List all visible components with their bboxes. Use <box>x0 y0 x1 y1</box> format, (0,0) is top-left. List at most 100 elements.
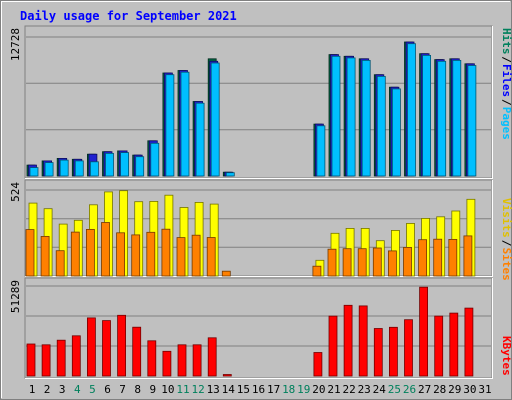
x-tick-label-day-24: 24 <box>373 383 387 396</box>
x-tick-label-day-9: 9 <box>149 383 156 396</box>
visits-sites-panel: 524 Visits /Sites <box>9 179 512 281</box>
x-tick-label-day-20: 20 <box>312 383 325 396</box>
bar-pages-day-5 <box>90 161 99 177</box>
panel-mid-ymax-label: 524 <box>9 182 22 202</box>
x-tick-label-day-11: 11 <box>176 383 189 396</box>
x-tick-label-day-10: 10 <box>161 383 174 396</box>
bar-sites-day-11 <box>176 237 186 277</box>
x-tick-label-day-3: 3 <box>59 383 66 396</box>
bar-kbytes-day-9 <box>147 340 157 377</box>
legend-hits: Hits <box>500 28 512 55</box>
bar-kbytes-day-10 <box>162 350 172 377</box>
bar-pages-day-6 <box>105 152 114 177</box>
bar-kbytes-day-13 <box>207 337 217 377</box>
x-tick-label-day-27: 27 <box>418 383 431 396</box>
legend-separator: / <box>500 56 512 63</box>
bar-pages-day-14 <box>225 172 235 177</box>
bar-pages-day-7 <box>120 152 129 177</box>
x-axis-day-labels: 1 2 3 4 5 6 7 8 9 10 11 12 13 14 15 16 17 18 19 20 21 22 23 24 2… <box>29 383 492 396</box>
x-tick-label-day-6: 6 <box>104 383 111 396</box>
legend-visits: Visits <box>500 198 512 238</box>
bar-pages-day-9 <box>150 142 160 177</box>
x-tick-label-day-26: 26 <box>403 383 416 396</box>
x-tick-label-day-17: 17 <box>267 383 280 396</box>
bar-pages-day-29 <box>452 60 462 177</box>
x-tick-label-day-28: 28 <box>433 383 446 396</box>
bar-kbytes-day-3 <box>56 339 66 377</box>
bar-sites-day-9 <box>146 231 156 277</box>
bar-sites-day-21 <box>327 248 337 277</box>
bar-pages-day-1 <box>29 167 39 177</box>
x-tick-label-day-22: 22 <box>342 383 355 396</box>
bar-kbytes-day-26 <box>404 319 413 377</box>
panel-mid-bars <box>25 190 476 277</box>
bar-sites-day-4 <box>70 231 80 277</box>
bar-kbytes-day-12 <box>192 344 202 377</box>
panel-bot-bars <box>26 286 474 377</box>
panel-top-bars <box>26 41 477 177</box>
bar-sites-day-29 <box>448 238 458 277</box>
bar-kbytes-day-8 <box>132 326 142 377</box>
x-tick-label-day-29: 29 <box>448 383 461 396</box>
bar-kbytes-day-4 <box>71 335 81 377</box>
x-tick-label-day-4: 4 <box>74 383 81 396</box>
bar-kbytes-day-23 <box>358 305 368 377</box>
bar-pages-day-10 <box>165 74 175 177</box>
bar-sites-day-28 <box>433 238 443 277</box>
x-tick-label-day-15: 15 <box>237 383 250 396</box>
bar-pages-day-28 <box>437 60 447 177</box>
x-tick-label-day-16: 16 <box>252 383 265 396</box>
bar-pages-day-8 <box>135 156 145 177</box>
legend-pages: Pages <box>500 107 512 140</box>
bar-kbytes-day-28 <box>434 315 444 377</box>
bar-kbytes-day-1 <box>26 343 36 377</box>
panel-top-legend: Hits/Files/Pages <box>500 28 512 140</box>
bar-pages-day-21 <box>331 55 341 177</box>
hits-files-pages-panel: 12728 Hits/Files/Pages <box>9 25 512 179</box>
bar-pages-day-24 <box>376 76 386 177</box>
panel-mid-legend: Visits /Sites <box>500 198 512 281</box>
bar-pages-day-27 <box>422 55 432 177</box>
x-tick-label-day-30: 30 <box>463 383 476 396</box>
bar-sites-day-2 <box>40 235 50 277</box>
x-tick-label-day-13: 13 <box>207 383 220 396</box>
bar-sites-day-22 <box>342 248 352 277</box>
bar-kbytes-day-11 <box>177 344 187 377</box>
bar-pages-day-11 <box>180 71 190 177</box>
x-tick-label-day-23: 23 <box>358 383 371 396</box>
bar-sites-day-10 <box>161 228 171 277</box>
bar-sites-day-7 <box>116 232 125 277</box>
bar-sites-day-5 <box>86 228 95 277</box>
bar-kbytes-day-22 <box>343 304 353 377</box>
x-tick-label-day-1: 1 <box>29 383 36 396</box>
bar-kbytes-day-5 <box>87 317 96 377</box>
bar-pages-day-2 <box>44 162 54 177</box>
bar-sites-day-30 <box>463 235 473 277</box>
bar-sites-day-6 <box>101 222 110 277</box>
chart-title: Daily usage for September 2021 <box>20 9 237 23</box>
legend-separator: / <box>500 99 512 106</box>
x-tick-label-day-19: 19 <box>297 383 310 396</box>
kbytes-panel: 51289 KBytes <box>9 277 512 379</box>
legend-files: Files <box>500 64 512 97</box>
bar-pages-day-4 <box>74 160 84 177</box>
bar-kbytes-day-29 <box>449 312 459 377</box>
x-tick-label-day-5: 5 <box>89 383 96 396</box>
bar-kbytes-day-7 <box>117 314 126 377</box>
x-tick-label-day-2: 2 <box>44 383 51 396</box>
legend-sites: Sites <box>500 248 512 281</box>
legend-kbytes: KBytes <box>500 336 512 376</box>
panel-bot-ymax-label: 51289 <box>9 280 22 313</box>
x-tick-label-day-14: 14 <box>222 383 236 396</box>
x-tick-label-day-18: 18 <box>282 383 295 396</box>
bar-sites-day-20 <box>312 265 322 277</box>
x-tick-label-day-21: 21 <box>327 383 340 396</box>
bar-kbytes-day-14 <box>222 374 232 377</box>
bar-sites-day-1 <box>25 229 35 277</box>
bar-kbytes-day-2 <box>41 344 51 377</box>
bar-kbytes-day-21 <box>328 315 338 377</box>
bar-pages-day-12 <box>195 102 205 177</box>
panel-top-ymax-label: 12728 <box>9 28 22 61</box>
bar-kbytes-day-27 <box>419 286 429 377</box>
